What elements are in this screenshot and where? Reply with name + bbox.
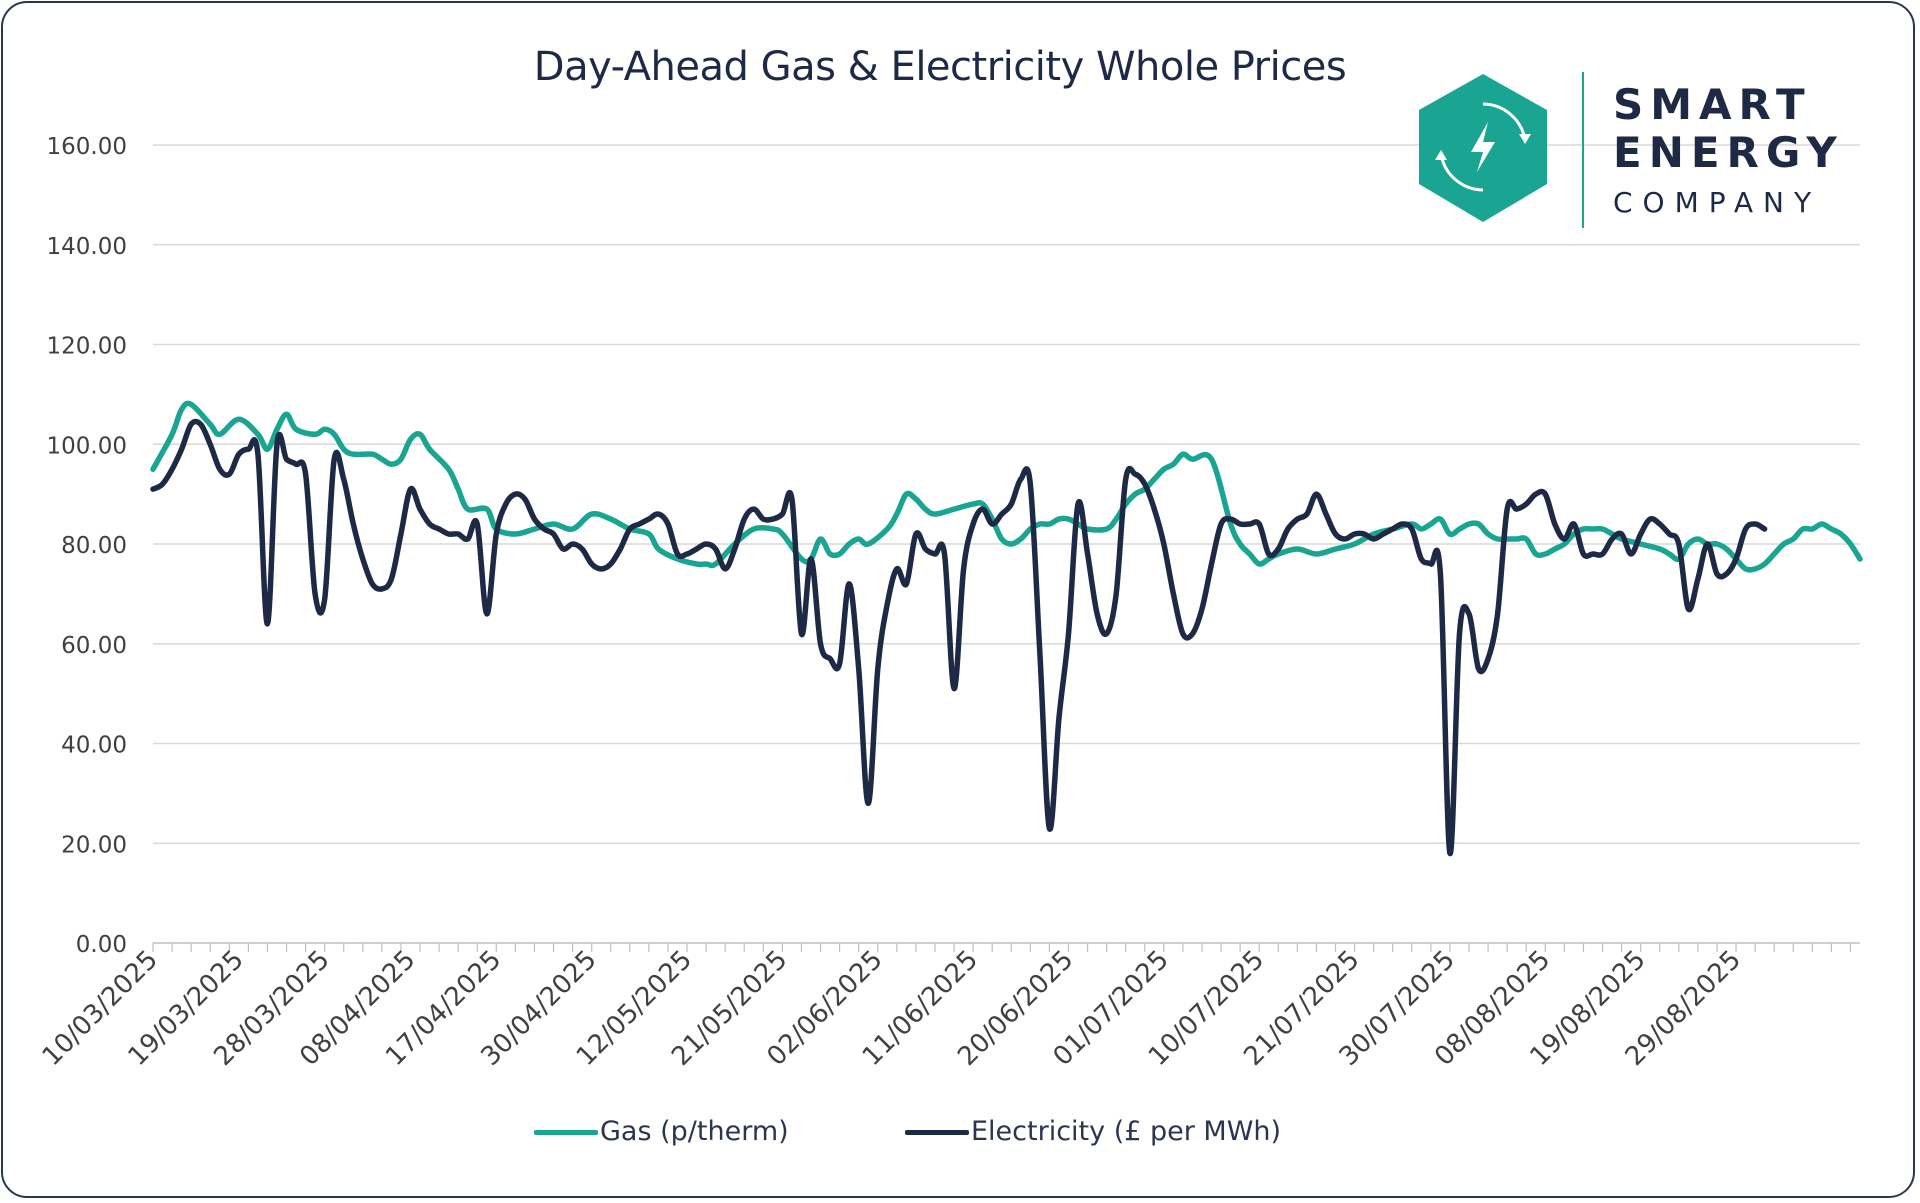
y-tick-label: 60.00	[61, 633, 127, 659]
legend-swatch-electricity	[905, 1130, 969, 1135]
y-tick-label: 100.00	[47, 433, 127, 459]
axis-layer: 0.00 20.00 40.00 60.00 80.00 100.00 120.00 140.…	[37, 134, 1852, 1072]
legend-label-gas: Gas (p/therm)	[600, 1116, 789, 1147]
logo-word-company: COMPANY	[1613, 186, 1822, 219]
legend-item-gas: Gas (p/therm)	[534, 1116, 789, 1147]
grid-layer	[153, 144, 1860, 944]
legend-label-electricity: Electricity (£ per MWh)	[971, 1116, 1282, 1147]
y-tick-label: 120.00	[47, 334, 127, 360]
logo-hexagon	[1419, 72, 1584, 228]
y-tick-label: 40.00	[61, 733, 127, 759]
logo-word-energy: ENERGY	[1613, 128, 1844, 177]
legend-swatch-gas	[534, 1130, 598, 1135]
y-tick-label: 80.00	[61, 533, 127, 559]
chart-title: Day-Ahead Gas & Electricity Whole Prices	[533, 44, 1347, 90]
y-tick-label: 0.00	[76, 932, 127, 958]
legend-item-electricity: Electricity (£ per MWh)	[905, 1116, 1281, 1147]
series-layer	[150, 400, 1863, 856]
y-tick-label: 160.00	[47, 134, 127, 160]
y-tick-label: 140.00	[47, 234, 127, 260]
y-tick-label: 20.00	[61, 832, 127, 858]
series-line-electricity	[150, 418, 1768, 856]
logo-word-smart: SMART	[1613, 80, 1812, 129]
lightning-bolt-icon	[1435, 102, 1531, 192]
